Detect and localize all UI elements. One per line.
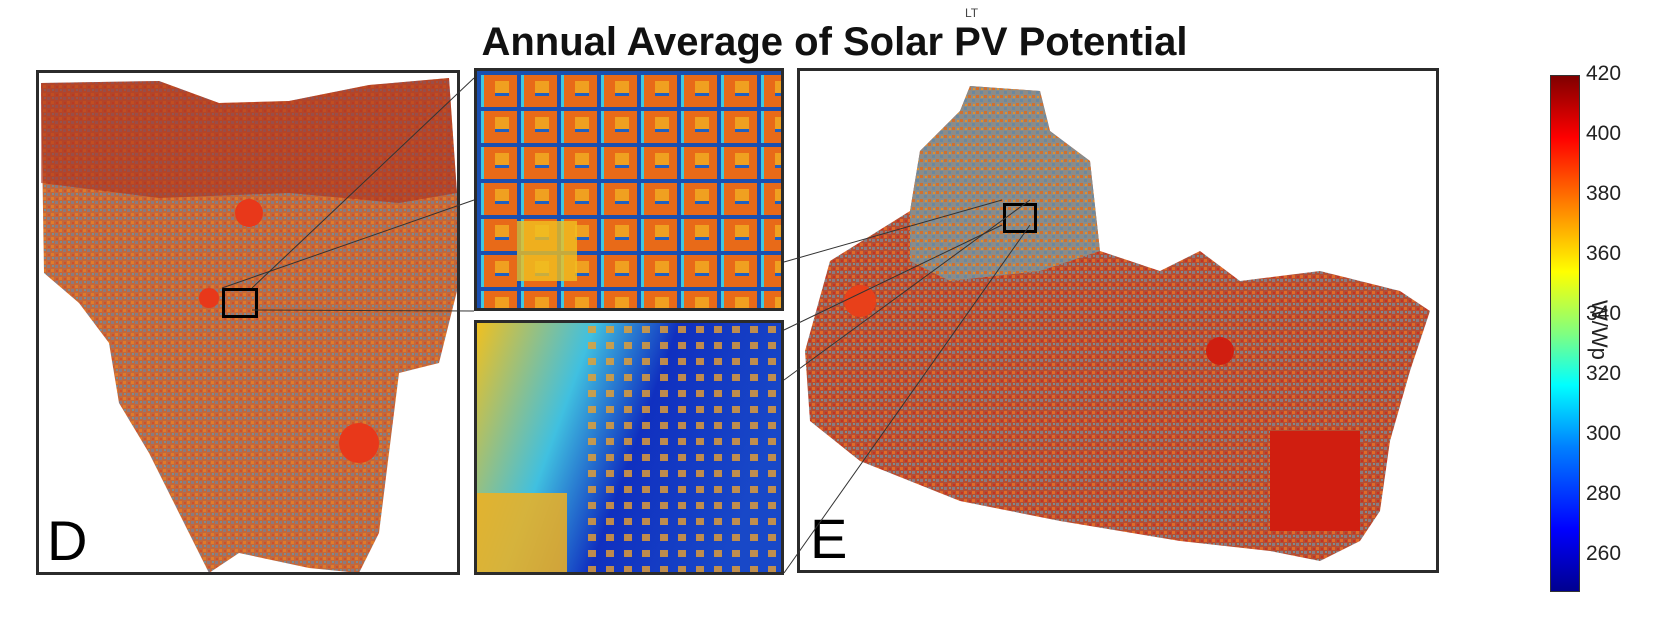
colorbar-tick: 420: [1586, 62, 1622, 85]
colorbar: [1550, 75, 1580, 592]
panel-d-label: D: [47, 509, 88, 572]
colorbar-tick: 360: [1586, 242, 1622, 265]
map-d-region: [41, 78, 457, 572]
colorbar-tick: 400: [1586, 122, 1622, 145]
inset-e-zoom: [474, 320, 784, 575]
zoom-box-d: [222, 288, 258, 318]
colorbar-tick: 340: [1586, 302, 1622, 325]
map-e-region: [805, 86, 1430, 561]
colorbar-tick: 260: [1586, 542, 1622, 565]
inset-d-image: [477, 71, 781, 308]
panel-e-label: E: [810, 507, 848, 570]
map-panel-d: D: [36, 70, 460, 575]
inset-e-image: [477, 323, 781, 572]
colorbar-tick: 280: [1586, 482, 1622, 505]
zoom-box-e: [1003, 203, 1037, 233]
page-title: Annual Average of Solar PV Potential: [481, 20, 1188, 64]
colorbar-unit-label: W/Wp: [1587, 300, 1612, 360]
inset-d-zoom: [474, 68, 784, 311]
colorbar-tick: 320: [1586, 362, 1622, 385]
colorbar-tick: 380: [1586, 182, 1622, 205]
map-panel-e: E: [797, 68, 1439, 573]
title-superscript: LT: [965, 6, 979, 20]
colorbar-tick: 300: [1586, 422, 1622, 445]
